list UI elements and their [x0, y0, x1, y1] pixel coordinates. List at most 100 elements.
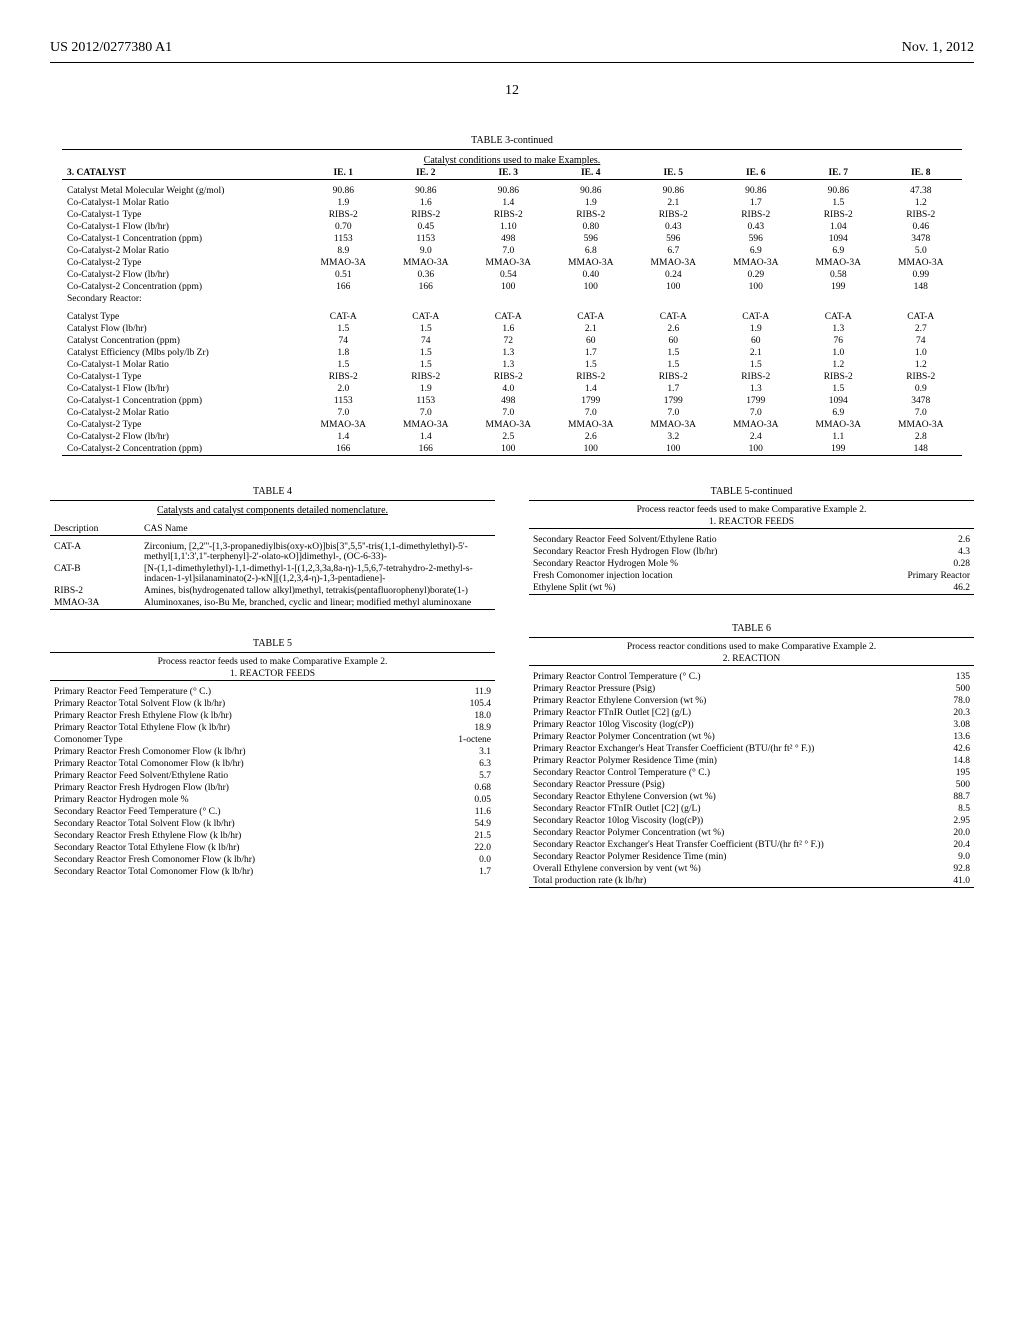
- row-value: 0.28: [864, 558, 974, 570]
- cell-value: 2.1: [632, 197, 715, 209]
- table-row: Secondary Reactor Ethylene Conversion (w…: [529, 791, 974, 803]
- cell-value: 1.9: [715, 323, 798, 335]
- cell-value: 166: [302, 281, 385, 293]
- table5: Process reactor feeds used to make Compa…: [50, 652, 495, 878]
- cell-value: 3478: [880, 233, 963, 245]
- table5-caption: Process reactor feeds used to make Compa…: [158, 657, 388, 667]
- row-value: 2.95: [864, 815, 974, 827]
- cell-value: MMAO-3A: [550, 257, 633, 269]
- row-label: Overall Ethylene conversion by vent (wt …: [529, 863, 864, 875]
- row-label: Primary Reactor Ethylene Conversion (wt …: [529, 695, 864, 707]
- cell-value: 7.0: [467, 407, 550, 419]
- row-label: Secondary Reactor Polymer Concentration …: [529, 827, 864, 839]
- cell-value: 166: [385, 443, 468, 456]
- cell-value: 7.0: [550, 407, 633, 419]
- row-label: Co-Catalyst-2 Molar Ratio: [62, 407, 302, 419]
- row-value: 500: [864, 779, 974, 791]
- table3-col-header: IE. 8: [880, 167, 963, 180]
- table-row: Co-Catalyst-1 TypeRIBS-2RIBS-2RIBS-2RIBS…: [62, 209, 962, 221]
- table-row: Catalyst Metal Molecular Weight (g/mol) 9…: [62, 185, 962, 197]
- table3-col-header: IE. 7: [797, 167, 880, 180]
- cell-value: MMAO-3A: [467, 257, 550, 269]
- table-row: Co-Catalyst-1 TypeRIBS-2RIBS-2RIBS-2RIBS…: [62, 371, 962, 383]
- row-value: 20.3: [864, 707, 974, 719]
- row-label: Primary Reactor Fresh Hydrogen Flow (lb/…: [50, 782, 385, 794]
- cell-value: 1.3: [715, 383, 798, 395]
- cell-value: 1.5: [302, 323, 385, 335]
- cell-value: CAT-A: [467, 311, 550, 323]
- cell-value: 166: [302, 443, 385, 456]
- table-row: Secondary Reactor Total Solvent Flow (k …: [50, 818, 495, 830]
- table-row: Secondary Reactor Control Temperature (°…: [529, 767, 974, 779]
- cell-value: 3478: [880, 395, 963, 407]
- row-label: Catalyst Metal Molecular Weight (g/mol): [62, 185, 302, 197]
- cell-value: 1.5: [632, 359, 715, 371]
- cell-value: 100: [632, 443, 715, 456]
- patent-id: US 2012/0277380 A1: [50, 40, 172, 56]
- table-row: Secondary Reactor Exchanger's Heat Trans…: [529, 839, 974, 851]
- row-label: Catalyst Efficiency (Mlbs poly/lb Zr): [62, 347, 302, 359]
- table3: Catalyst conditions used to make Example…: [62, 149, 962, 458]
- cell-value: 0.51: [302, 269, 385, 281]
- cell-value: RIBS-2: [797, 209, 880, 221]
- cell-value: 1.5: [632, 347, 715, 359]
- cell-value: RIBS-2: [550, 209, 633, 221]
- table-row: CAT-B[N-(1,1-dimethylethyl)-1,1-dimethyl…: [50, 563, 495, 585]
- catalyst-desc: MMAO-3A: [50, 597, 140, 610]
- right-column: TABLE 5-continued Process reactor feeds …: [529, 486, 974, 890]
- row-label: Co-Catalyst-2 Flow (lb/hr): [62, 269, 302, 281]
- cell-value: 0.99: [880, 269, 963, 281]
- row-label: Fresh Comonomer injection location: [529, 570, 864, 582]
- row-value: 13.6: [864, 731, 974, 743]
- cell-value: 1.5: [385, 323, 468, 335]
- table-row: Co-Catalyst-1 Molar Ratio1.91.61.41.92.1…: [62, 197, 962, 209]
- table-row: Primary Reactor Hydrogen mole %0.05: [50, 794, 495, 806]
- row-label: Primary Reactor Hydrogen mole %: [50, 794, 385, 806]
- cell-value: 1.4: [385, 431, 468, 443]
- cell-value: CAT-A: [880, 311, 963, 323]
- table-row: Primary Reactor FTnIR Outlet [C2] (g/L)2…: [529, 707, 974, 719]
- row-value: 11.9: [385, 686, 495, 698]
- cell-value: RIBS-2: [302, 209, 385, 221]
- cell-value: 0.54: [467, 269, 550, 281]
- table-row: Ethylene Split (wt %)46.2: [529, 582, 974, 595]
- row-value: 3.08: [864, 719, 974, 731]
- table5-section: 1. REACTOR FEEDS: [230, 669, 315, 679]
- row-label: Primary Reactor FTnIR Outlet [C2] (g/L): [529, 707, 864, 719]
- cell-value: 2.7: [880, 323, 963, 335]
- cell-value: 1.5: [302, 359, 385, 371]
- cell-value: RIBS-2: [385, 209, 468, 221]
- cell-value: 1.2: [880, 359, 963, 371]
- table5c-caption: Process reactor feeds used to make Compa…: [637, 505, 867, 515]
- cell-value: 1.3: [797, 323, 880, 335]
- table5c: Process reactor feeds used to make Compa…: [529, 500, 974, 597]
- cell-value: 1.3: [467, 359, 550, 371]
- row-label: Secondary Reactor Polymer Residence Time…: [529, 851, 864, 863]
- row-label: Co-Catalyst-2 Concentration (ppm): [62, 443, 302, 456]
- table3-col-header: IE. 1: [302, 167, 385, 180]
- table-row: Secondary Reactor Feed Solvent/Ethylene …: [529, 534, 974, 546]
- cell-value: 0.45: [385, 221, 468, 233]
- table-row: Primary Reactor Exchanger's Heat Transfe…: [529, 743, 974, 755]
- row-value: 4.3: [864, 546, 974, 558]
- cell-value: 2.6: [550, 431, 633, 443]
- cell-value: RIBS-2: [797, 371, 880, 383]
- row-value: 46.2: [864, 582, 974, 595]
- table6-caption: Process reactor conditions used to make …: [627, 642, 876, 652]
- cell-value: 1.5: [385, 359, 468, 371]
- table-row: Secondary Reactor Feed Temperature (° C.…: [50, 806, 495, 818]
- cell-value: 498: [467, 233, 550, 245]
- cell-value: 7.0: [302, 407, 385, 419]
- cell-value: 47.38: [880, 185, 963, 197]
- table-row: Fresh Comonomer injection locationPrimar…: [529, 570, 974, 582]
- cell-value: 90.86: [797, 185, 880, 197]
- cell-value: 0.9: [880, 383, 963, 395]
- table-row: Primary Reactor Feed Solvent/Ethylene Ra…: [50, 770, 495, 782]
- cell-value: 0.46: [880, 221, 963, 233]
- cell-value: 3.2: [632, 431, 715, 443]
- row-label: Secondary Reactor Fresh Ethylene Flow (k…: [50, 830, 385, 842]
- row-label: Primary Reactor Feed Temperature (° C.): [50, 686, 385, 698]
- row-value: 14.8: [864, 755, 974, 767]
- cell-value: 1.0: [880, 347, 963, 359]
- cell-value: 60: [550, 335, 633, 347]
